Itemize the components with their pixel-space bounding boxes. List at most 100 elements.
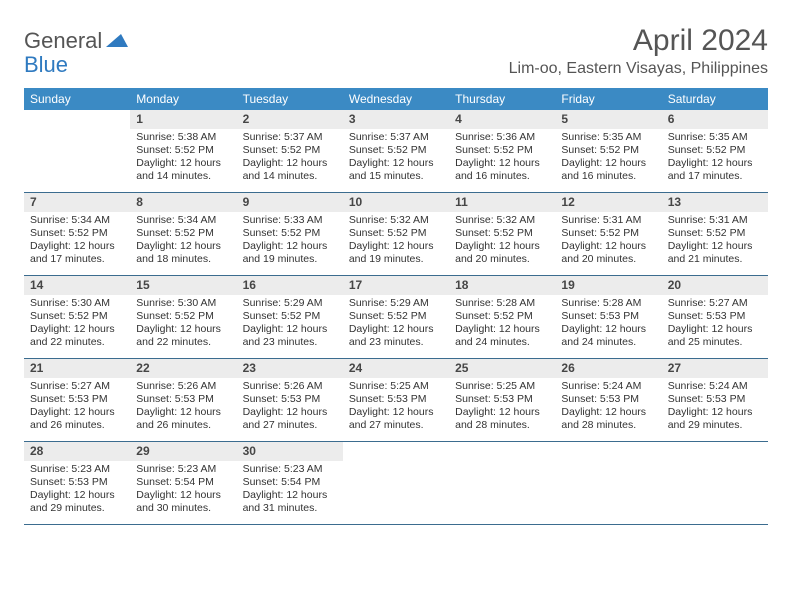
calendar-day-cell: 25Sunrise: 5:25 AMSunset: 5:53 PMDayligh… xyxy=(449,359,555,441)
calendar-day-cell: 27Sunrise: 5:24 AMSunset: 5:53 PMDayligh… xyxy=(662,359,768,441)
day-details: Sunrise: 5:26 AMSunset: 5:53 PMDaylight:… xyxy=(237,378,343,437)
day-of-week-cell: Friday xyxy=(555,88,661,110)
calendar-day-cell xyxy=(449,442,555,524)
calendar-day-cell: 28Sunrise: 5:23 AMSunset: 5:53 PMDayligh… xyxy=(24,442,130,524)
logo-text-blue: Blue xyxy=(24,52,68,78)
calendar-day-cell: 29Sunrise: 5:23 AMSunset: 5:54 PMDayligh… xyxy=(130,442,236,524)
day-details: Sunrise: 5:24 AMSunset: 5:53 PMDaylight:… xyxy=(662,378,768,437)
day-number: 26 xyxy=(555,359,661,378)
calendar-day-cell: 26Sunrise: 5:24 AMSunset: 5:53 PMDayligh… xyxy=(555,359,661,441)
day-number: 25 xyxy=(449,359,555,378)
day-number: 3 xyxy=(343,110,449,129)
calendar-day-cell: 1Sunrise: 5:38 AMSunset: 5:52 PMDaylight… xyxy=(130,110,236,192)
day-details: Sunrise: 5:24 AMSunset: 5:53 PMDaylight:… xyxy=(555,378,661,437)
calendar-day-cell: 4Sunrise: 5:36 AMSunset: 5:52 PMDaylight… xyxy=(449,110,555,192)
day-of-week-cell: Thursday xyxy=(449,88,555,110)
logo-text-general: General xyxy=(24,30,102,52)
day-details: Sunrise: 5:32 AMSunset: 5:52 PMDaylight:… xyxy=(449,212,555,271)
calendar-day-cell: 9Sunrise: 5:33 AMSunset: 5:52 PMDaylight… xyxy=(237,193,343,275)
calendar-day-cell: 2Sunrise: 5:37 AMSunset: 5:52 PMDaylight… xyxy=(237,110,343,192)
day-number xyxy=(449,442,555,461)
day-number: 6 xyxy=(662,110,768,129)
day-details: Sunrise: 5:23 AMSunset: 5:53 PMDaylight:… xyxy=(24,461,130,520)
calendar-day-cell: 13Sunrise: 5:31 AMSunset: 5:52 PMDayligh… xyxy=(662,193,768,275)
day-of-week-cell: Monday xyxy=(130,88,236,110)
day-details: Sunrise: 5:34 AMSunset: 5:52 PMDaylight:… xyxy=(24,212,130,271)
calendar-day-cell: 16Sunrise: 5:29 AMSunset: 5:52 PMDayligh… xyxy=(237,276,343,358)
calendar-day-cell: 5Sunrise: 5:35 AMSunset: 5:52 PMDaylight… xyxy=(555,110,661,192)
calendar-day-cell: 19Sunrise: 5:28 AMSunset: 5:53 PMDayligh… xyxy=(555,276,661,358)
day-number: 10 xyxy=(343,193,449,212)
calendar-day-cell xyxy=(662,442,768,524)
day-of-week-cell: Sunday xyxy=(24,88,130,110)
day-details: Sunrise: 5:23 AMSunset: 5:54 PMDaylight:… xyxy=(130,461,236,520)
calendar-day-cell xyxy=(343,442,449,524)
day-details: Sunrise: 5:36 AMSunset: 5:52 PMDaylight:… xyxy=(449,129,555,188)
calendar-week-row: 21Sunrise: 5:27 AMSunset: 5:53 PMDayligh… xyxy=(24,359,768,442)
calendar-day-cell xyxy=(24,110,130,192)
day-of-week-cell: Wednesday xyxy=(343,88,449,110)
day-number: 18 xyxy=(449,276,555,295)
day-details: Sunrise: 5:31 AMSunset: 5:52 PMDaylight:… xyxy=(662,212,768,271)
day-number: 5 xyxy=(555,110,661,129)
day-number: 17 xyxy=(343,276,449,295)
logo-triangle-icon xyxy=(106,31,128,52)
calendar-day-cell: 14Sunrise: 5:30 AMSunset: 5:52 PMDayligh… xyxy=(24,276,130,358)
day-details: Sunrise: 5:27 AMSunset: 5:53 PMDaylight:… xyxy=(24,378,130,437)
day-number: 23 xyxy=(237,359,343,378)
calendar-day-cell: 30Sunrise: 5:23 AMSunset: 5:54 PMDayligh… xyxy=(237,442,343,524)
day-details: Sunrise: 5:27 AMSunset: 5:53 PMDaylight:… xyxy=(662,295,768,354)
calendar-day-cell: 8Sunrise: 5:34 AMSunset: 5:52 PMDaylight… xyxy=(130,193,236,275)
calendar-day-cell: 20Sunrise: 5:27 AMSunset: 5:53 PMDayligh… xyxy=(662,276,768,358)
day-number: 30 xyxy=(237,442,343,461)
calendar-day-cell: 22Sunrise: 5:26 AMSunset: 5:53 PMDayligh… xyxy=(130,359,236,441)
day-details: Sunrise: 5:29 AMSunset: 5:52 PMDaylight:… xyxy=(237,295,343,354)
day-number: 28 xyxy=(24,442,130,461)
day-number: 12 xyxy=(555,193,661,212)
day-number xyxy=(343,442,449,461)
day-number: 4 xyxy=(449,110,555,129)
day-details: Sunrise: 5:25 AMSunset: 5:53 PMDaylight:… xyxy=(343,378,449,437)
calendar-day-cell: 6Sunrise: 5:35 AMSunset: 5:52 PMDaylight… xyxy=(662,110,768,192)
calendar-week-row: 14Sunrise: 5:30 AMSunset: 5:52 PMDayligh… xyxy=(24,276,768,359)
day-number: 27 xyxy=(662,359,768,378)
calendar-day-cell: 11Sunrise: 5:32 AMSunset: 5:52 PMDayligh… xyxy=(449,193,555,275)
day-number: 9 xyxy=(237,193,343,212)
day-details: Sunrise: 5:30 AMSunset: 5:52 PMDaylight:… xyxy=(24,295,130,354)
day-details: Sunrise: 5:37 AMSunset: 5:52 PMDaylight:… xyxy=(343,129,449,188)
day-number: 8 xyxy=(130,193,236,212)
day-details: Sunrise: 5:25 AMSunset: 5:53 PMDaylight:… xyxy=(449,378,555,437)
day-details: Sunrise: 5:23 AMSunset: 5:54 PMDaylight:… xyxy=(237,461,343,520)
calendar-day-cell: 23Sunrise: 5:26 AMSunset: 5:53 PMDayligh… xyxy=(237,359,343,441)
day-number: 16 xyxy=(237,276,343,295)
calendar-day-cell: 15Sunrise: 5:30 AMSunset: 5:52 PMDayligh… xyxy=(130,276,236,358)
calendar-day-cell: 24Sunrise: 5:25 AMSunset: 5:53 PMDayligh… xyxy=(343,359,449,441)
day-number: 7 xyxy=(24,193,130,212)
day-details: Sunrise: 5:37 AMSunset: 5:52 PMDaylight:… xyxy=(237,129,343,188)
day-number xyxy=(662,442,768,461)
calendar-day-cell: 7Sunrise: 5:34 AMSunset: 5:52 PMDaylight… xyxy=(24,193,130,275)
day-details: Sunrise: 5:26 AMSunset: 5:53 PMDaylight:… xyxy=(130,378,236,437)
day-of-week-cell: Saturday xyxy=(662,88,768,110)
calendar-day-cell: 21Sunrise: 5:27 AMSunset: 5:53 PMDayligh… xyxy=(24,359,130,441)
calendar-week-row: 28Sunrise: 5:23 AMSunset: 5:53 PMDayligh… xyxy=(24,442,768,525)
day-number: 13 xyxy=(662,193,768,212)
calendar-day-cell: 18Sunrise: 5:28 AMSunset: 5:52 PMDayligh… xyxy=(449,276,555,358)
calendar-week-row: 1Sunrise: 5:38 AMSunset: 5:52 PMDaylight… xyxy=(24,110,768,193)
calendar-day-cell: 17Sunrise: 5:29 AMSunset: 5:52 PMDayligh… xyxy=(343,276,449,358)
calendar-day-cell: 10Sunrise: 5:32 AMSunset: 5:52 PMDayligh… xyxy=(343,193,449,275)
day-details: Sunrise: 5:28 AMSunset: 5:53 PMDaylight:… xyxy=(555,295,661,354)
day-details: Sunrise: 5:29 AMSunset: 5:52 PMDaylight:… xyxy=(343,295,449,354)
day-number: 15 xyxy=(130,276,236,295)
day-number xyxy=(24,110,130,129)
day-details: Sunrise: 5:31 AMSunset: 5:52 PMDaylight:… xyxy=(555,212,661,271)
day-number: 21 xyxy=(24,359,130,378)
logo: General xyxy=(24,30,128,52)
day-details: Sunrise: 5:35 AMSunset: 5:52 PMDaylight:… xyxy=(555,129,661,188)
calendar-week-row: 7Sunrise: 5:34 AMSunset: 5:52 PMDaylight… xyxy=(24,193,768,276)
day-number xyxy=(555,442,661,461)
calendar-table: SundayMondayTuesdayWednesdayThursdayFrid… xyxy=(24,88,768,525)
day-number: 2 xyxy=(237,110,343,129)
day-details: Sunrise: 5:34 AMSunset: 5:52 PMDaylight:… xyxy=(130,212,236,271)
day-details: Sunrise: 5:35 AMSunset: 5:52 PMDaylight:… xyxy=(662,129,768,188)
